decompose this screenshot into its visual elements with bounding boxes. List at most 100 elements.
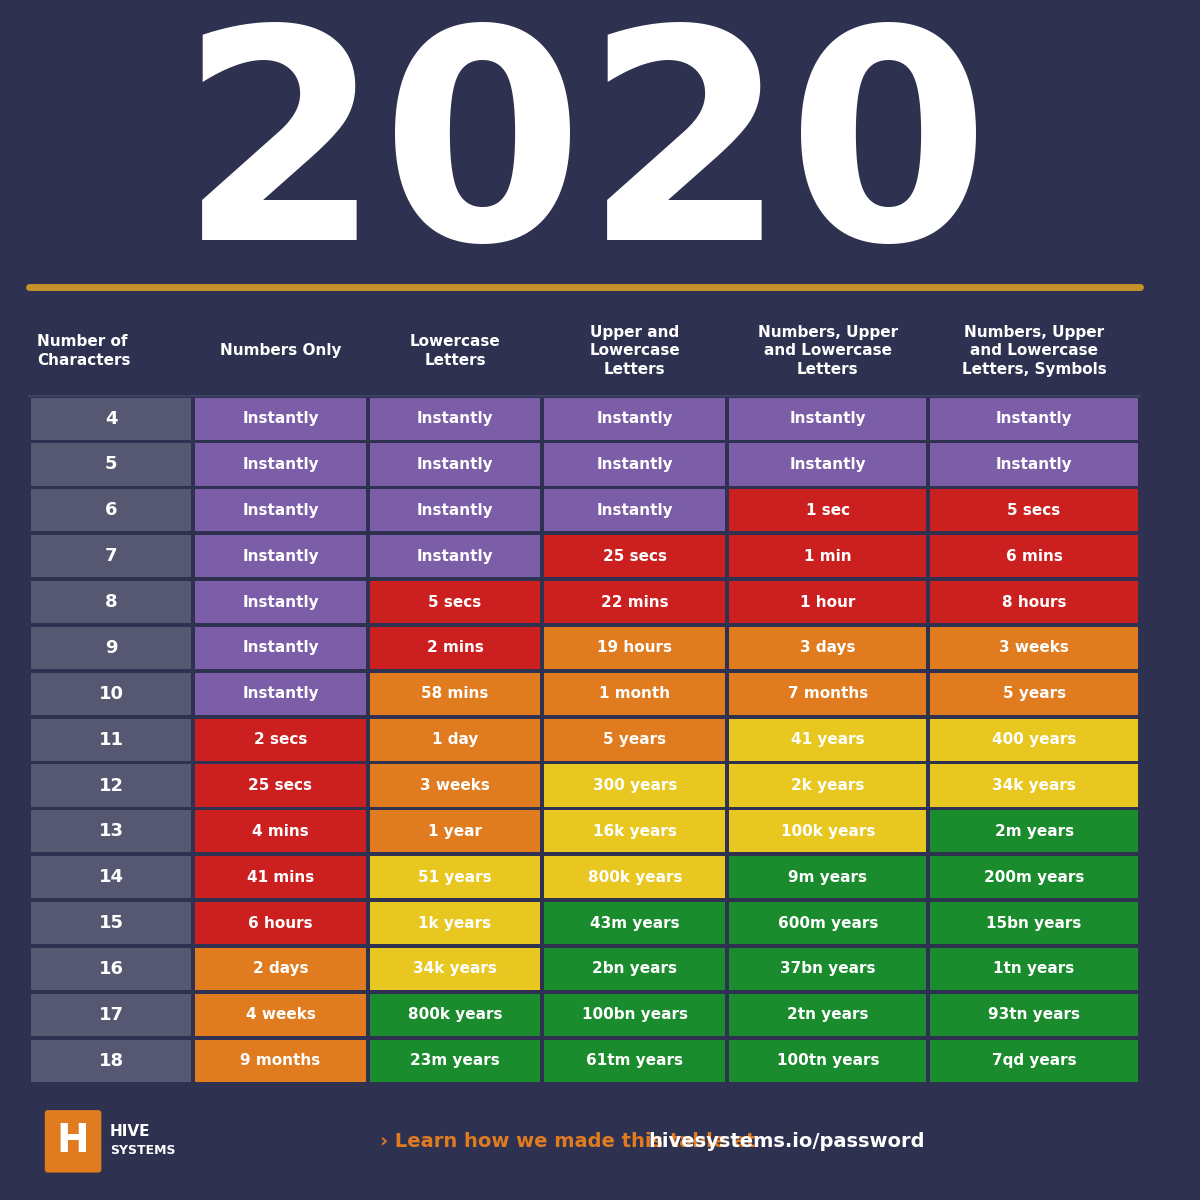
FancyBboxPatch shape — [196, 444, 366, 486]
FancyBboxPatch shape — [730, 673, 926, 715]
FancyBboxPatch shape — [730, 397, 926, 439]
FancyBboxPatch shape — [196, 626, 366, 668]
FancyBboxPatch shape — [31, 626, 191, 668]
Text: 2020: 2020 — [179, 18, 990, 301]
Text: 1 year: 1 year — [428, 824, 482, 839]
FancyBboxPatch shape — [544, 856, 726, 899]
Text: 4 mins: 4 mins — [252, 824, 308, 839]
Text: 100tn years: 100tn years — [776, 1054, 880, 1068]
FancyBboxPatch shape — [31, 764, 191, 806]
Text: 1 month: 1 month — [599, 686, 671, 701]
Text: 25 secs: 25 secs — [248, 778, 312, 793]
FancyBboxPatch shape — [44, 1110, 101, 1172]
Text: H: H — [56, 1122, 89, 1160]
Text: Instantly: Instantly — [996, 412, 1073, 426]
Text: 7 months: 7 months — [787, 686, 868, 701]
FancyBboxPatch shape — [196, 581, 366, 623]
FancyBboxPatch shape — [730, 626, 926, 668]
FancyBboxPatch shape — [730, 581, 926, 623]
Text: 8 hours: 8 hours — [1002, 594, 1067, 610]
Text: 25 secs: 25 secs — [602, 548, 667, 564]
Text: 100k years: 100k years — [781, 824, 875, 839]
FancyBboxPatch shape — [370, 535, 540, 577]
Text: Numbers, Upper
and Lowercase
Letters: Numbers, Upper and Lowercase Letters — [757, 325, 898, 377]
FancyBboxPatch shape — [370, 444, 540, 486]
Text: 3 weeks: 3 weeks — [420, 778, 490, 793]
Text: Instantly: Instantly — [790, 412, 866, 426]
Text: Instantly: Instantly — [790, 457, 866, 472]
FancyBboxPatch shape — [544, 397, 726, 439]
Text: Instantly: Instantly — [416, 412, 493, 426]
FancyBboxPatch shape — [31, 1039, 191, 1081]
Text: 41 mins: 41 mins — [247, 870, 314, 884]
Text: Number of
Characters: Number of Characters — [37, 334, 131, 367]
FancyBboxPatch shape — [930, 626, 1138, 668]
FancyBboxPatch shape — [31, 490, 191, 532]
Text: 61tm years: 61tm years — [587, 1054, 683, 1068]
Text: 4: 4 — [104, 409, 118, 427]
Text: 34k years: 34k years — [992, 778, 1076, 793]
FancyBboxPatch shape — [544, 764, 726, 806]
Text: 5 years: 5 years — [604, 732, 666, 748]
FancyBboxPatch shape — [930, 1039, 1138, 1081]
Text: 22 mins: 22 mins — [601, 594, 668, 610]
FancyBboxPatch shape — [730, 1039, 926, 1081]
Text: Instantly: Instantly — [242, 686, 319, 701]
Text: 1 day: 1 day — [432, 732, 478, 748]
FancyBboxPatch shape — [930, 719, 1138, 761]
FancyBboxPatch shape — [544, 948, 726, 990]
Text: 1k years: 1k years — [419, 916, 492, 930]
Text: Instantly: Instantly — [242, 503, 319, 518]
FancyBboxPatch shape — [544, 626, 726, 668]
Text: 5: 5 — [104, 456, 118, 474]
FancyBboxPatch shape — [544, 810, 726, 852]
Text: Instantly: Instantly — [996, 457, 1073, 472]
Text: 2 days: 2 days — [253, 961, 308, 977]
Text: hivesystems.io/password: hivesystems.io/password — [648, 1132, 925, 1151]
FancyBboxPatch shape — [370, 856, 540, 899]
Text: Instantly: Instantly — [596, 412, 673, 426]
FancyBboxPatch shape — [31, 856, 191, 899]
FancyBboxPatch shape — [544, 444, 726, 486]
FancyBboxPatch shape — [196, 535, 366, 577]
Text: 9m years: 9m years — [788, 870, 868, 884]
FancyBboxPatch shape — [730, 948, 926, 990]
Text: › Learn how we made this table at: › Learn how we made this table at — [380, 1132, 762, 1151]
Text: 14: 14 — [98, 869, 124, 887]
FancyBboxPatch shape — [930, 535, 1138, 577]
FancyBboxPatch shape — [930, 856, 1138, 899]
Text: Upper and
Lowercase
Letters: Upper and Lowercase Letters — [589, 325, 680, 377]
FancyBboxPatch shape — [370, 902, 540, 944]
Text: 2 secs: 2 secs — [253, 732, 307, 748]
FancyBboxPatch shape — [730, 856, 926, 899]
Text: Instantly: Instantly — [596, 457, 673, 472]
Text: Instantly: Instantly — [416, 548, 493, 564]
FancyBboxPatch shape — [544, 902, 726, 944]
FancyBboxPatch shape — [730, 719, 926, 761]
Text: 6 mins: 6 mins — [1006, 548, 1062, 564]
FancyBboxPatch shape — [544, 719, 726, 761]
FancyBboxPatch shape — [196, 810, 366, 852]
Text: 5 secs: 5 secs — [428, 594, 481, 610]
Text: 6: 6 — [104, 502, 118, 520]
Text: Instantly: Instantly — [242, 412, 319, 426]
FancyBboxPatch shape — [930, 397, 1138, 439]
Text: 43m years: 43m years — [590, 916, 679, 930]
FancyBboxPatch shape — [370, 626, 540, 668]
Text: 300 years: 300 years — [593, 778, 677, 793]
Text: 5 years: 5 years — [1002, 686, 1066, 701]
FancyBboxPatch shape — [930, 902, 1138, 944]
Text: 2tn years: 2tn years — [787, 1007, 869, 1022]
Text: Numbers Only: Numbers Only — [220, 343, 341, 359]
Text: 8: 8 — [104, 593, 118, 611]
FancyBboxPatch shape — [370, 581, 540, 623]
FancyBboxPatch shape — [196, 1039, 366, 1081]
FancyBboxPatch shape — [730, 902, 926, 944]
FancyBboxPatch shape — [31, 948, 191, 990]
Text: 17: 17 — [98, 1006, 124, 1024]
Text: 37bn years: 37bn years — [780, 961, 876, 977]
FancyBboxPatch shape — [370, 810, 540, 852]
Text: 19 hours: 19 hours — [598, 641, 672, 655]
Text: 400 years: 400 years — [992, 732, 1076, 748]
Text: Instantly: Instantly — [242, 548, 319, 564]
